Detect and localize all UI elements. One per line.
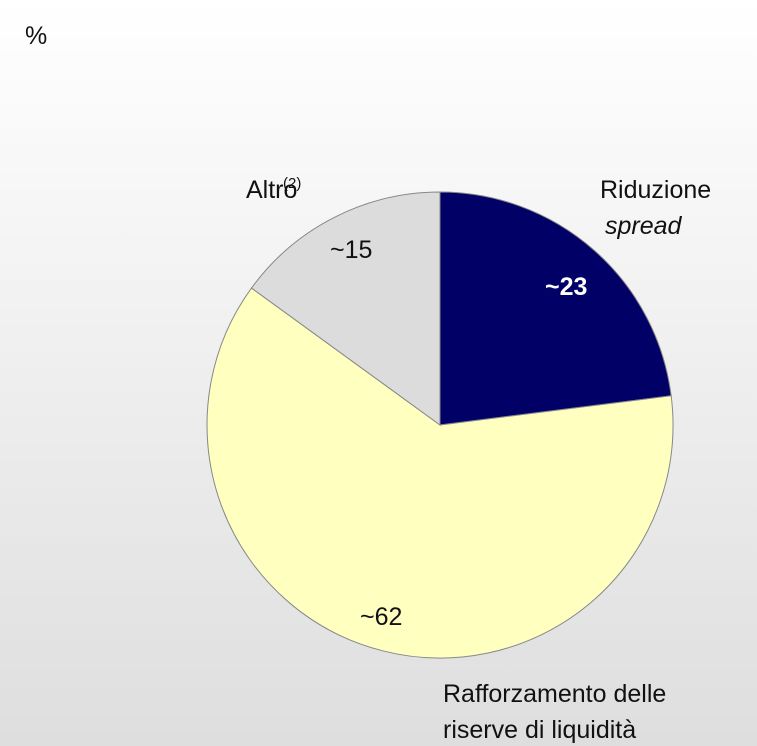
value-label: ~23 (545, 273, 587, 301)
value-label: ~62 (360, 603, 402, 631)
pie-slice (439, 191, 672, 426)
category-label: Altro (246, 176, 297, 204)
category-label: (2) (283, 175, 301, 192)
pie-slice (250, 191, 441, 426)
pie-slice (206, 287, 674, 659)
category-label: riserve di liquidità (443, 716, 636, 744)
value-label: ~15 (330, 236, 372, 264)
category-label: spread (605, 212, 683, 240)
category-label: Rafforzamento delle (443, 680, 666, 708)
unit-label: % (25, 22, 47, 50)
category-label: Riduzione (600, 176, 711, 204)
